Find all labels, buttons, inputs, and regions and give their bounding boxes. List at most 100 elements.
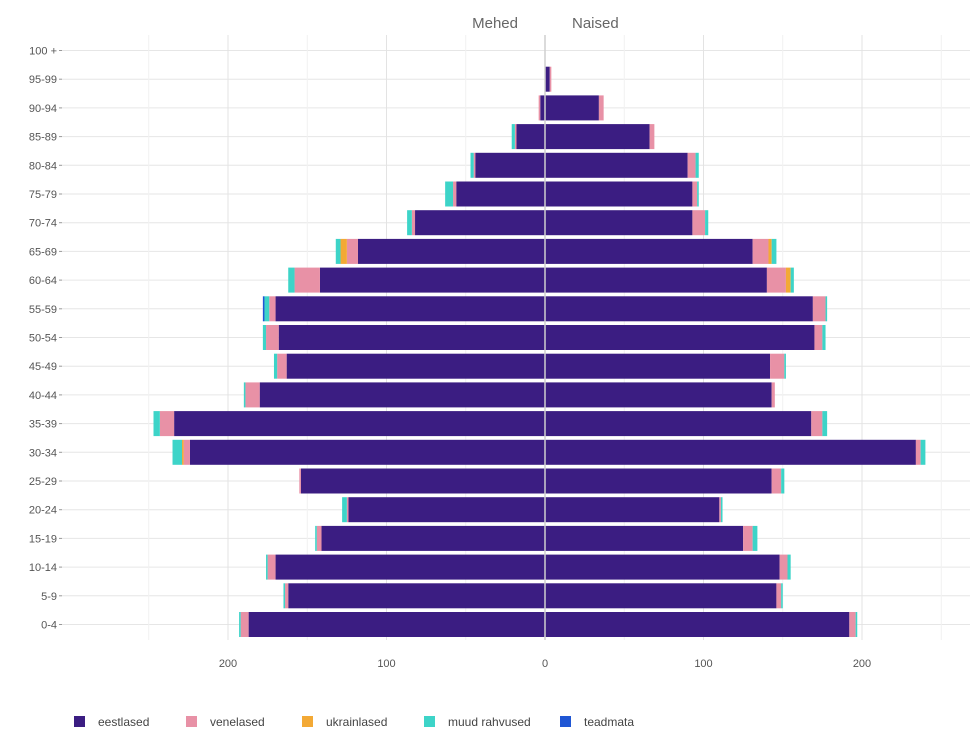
bar-segment-men xyxy=(411,210,416,236)
bar-segment-women xyxy=(812,296,826,322)
bar-segment-men xyxy=(248,612,546,637)
bar-segment-men xyxy=(415,210,545,236)
bar-segment-men xyxy=(262,296,265,322)
bar-segment-men xyxy=(342,497,347,523)
bar-segment-women xyxy=(920,439,926,465)
bar-segment-women xyxy=(545,296,813,322)
legend: eestlased venelased ukrainlased muud rahvus… xyxy=(74,715,634,729)
bar-segment-men xyxy=(285,583,289,609)
bar-segment-men xyxy=(240,612,249,637)
bar-segment-women xyxy=(811,411,823,437)
bar-segment-men xyxy=(264,296,270,322)
bar-segment-men xyxy=(346,238,358,264)
y-tick-label: 80-84 xyxy=(29,160,57,172)
y-tick-label: 30-34 xyxy=(29,447,57,459)
legend-label: ukrainlased xyxy=(326,715,387,729)
bar-segment-women xyxy=(822,411,828,437)
axes: 0-4 5-9 10-14 15-19 20-24 25-29 30-34 35-39 40-4… xyxy=(29,35,871,670)
legend-item: eestlased xyxy=(74,715,149,729)
bar-segment-women xyxy=(752,525,758,551)
y-tick-label: 35-39 xyxy=(29,419,57,431)
bar-segment-women xyxy=(545,612,850,637)
bar-segment-women xyxy=(545,95,599,121)
bar-segment-women xyxy=(720,497,723,523)
bar-segment-men xyxy=(275,296,545,322)
x-tick-label: 200 xyxy=(219,658,237,670)
bar-segment-men xyxy=(189,439,545,465)
bar-segment-men xyxy=(283,583,286,609)
bar-segment-women xyxy=(752,238,769,264)
bar-segment-men xyxy=(266,325,279,350)
bar-segment-women xyxy=(784,353,786,379)
bar-segment-men xyxy=(316,525,322,551)
bar-segment-women xyxy=(790,267,794,293)
bar-segment-women xyxy=(822,325,826,350)
bar-segment-women xyxy=(692,210,706,236)
bar-segment-women xyxy=(545,525,744,551)
bar-segment-women xyxy=(781,583,783,609)
bar-segment-men xyxy=(269,296,276,322)
bar-segment-men xyxy=(335,238,341,264)
bar-segment-men xyxy=(174,411,546,437)
bar-segment-women xyxy=(776,583,782,609)
bar-segment-women xyxy=(545,382,772,408)
bar-segment-men xyxy=(357,238,545,264)
bar-segment-men xyxy=(294,267,320,293)
bar-segment-men xyxy=(153,411,160,437)
y-tick-label: 75-79 xyxy=(29,189,57,201)
legend-item: muud rahvused xyxy=(424,715,531,729)
legend-label: teadmata xyxy=(584,715,634,729)
bar-segment-women xyxy=(768,238,772,264)
bar-segment-men xyxy=(540,95,545,121)
legend-item: venelased xyxy=(186,715,265,729)
bar-segment-women xyxy=(770,353,785,379)
bar-segment-women xyxy=(849,612,856,637)
bar-segment-women xyxy=(649,124,655,150)
bar-segment-men xyxy=(259,382,545,408)
y-tick-label: 60-64 xyxy=(29,275,57,287)
bar-segment-men xyxy=(514,124,517,150)
bar-segment-men xyxy=(473,152,476,178)
legend-label: venelased xyxy=(210,715,265,729)
bar-segment-women xyxy=(545,439,916,465)
y-tick-label: 15-19 xyxy=(29,533,57,545)
bar-segment-men xyxy=(262,325,267,350)
legend-item: teadmata xyxy=(560,715,634,729)
bar-segment-women xyxy=(855,612,858,637)
bar-segment-men xyxy=(286,353,545,379)
bar-segment-men xyxy=(299,468,301,494)
x-tick-label: 200 xyxy=(853,658,871,670)
bar-segment-men xyxy=(243,382,246,408)
bar-segment-men xyxy=(159,411,175,437)
bar-segment-men xyxy=(453,181,457,207)
legend-swatch xyxy=(424,716,435,727)
bar-segment-women xyxy=(549,66,552,92)
bar-segment-men xyxy=(511,124,515,150)
legend-label: muud rahvused xyxy=(448,715,531,729)
bar-segment-men xyxy=(300,468,545,494)
bar-segment-men xyxy=(321,525,545,551)
legend-swatch xyxy=(302,716,313,727)
legend-swatch xyxy=(560,716,571,727)
bar-segment-men xyxy=(538,95,541,121)
legend-item: ukrainlased xyxy=(302,715,387,729)
bar-segment-women xyxy=(781,468,785,494)
bar-segment-men xyxy=(475,152,545,178)
bar-segment-women xyxy=(771,382,775,408)
bar-segment-women xyxy=(545,411,812,437)
y-tick-label: 50-54 xyxy=(29,333,57,345)
bar-segment-women xyxy=(697,181,699,207)
bar-segment-men xyxy=(172,439,183,465)
y-tick-label: 85-89 xyxy=(29,132,57,144)
bar-segment-women xyxy=(787,554,791,580)
bar-segment-women xyxy=(545,267,767,293)
bar-segment-men xyxy=(245,382,260,408)
y-tick-label: 70-74 xyxy=(29,218,57,230)
y-tick-label: 90-94 xyxy=(29,103,57,115)
bar-segment-women xyxy=(692,181,698,207)
y-tick-label: 45-49 xyxy=(29,361,57,373)
y-tick-label: 20-24 xyxy=(29,505,57,517)
y-tick-label: 55-59 xyxy=(29,304,57,316)
bar-segment-men xyxy=(407,210,412,236)
